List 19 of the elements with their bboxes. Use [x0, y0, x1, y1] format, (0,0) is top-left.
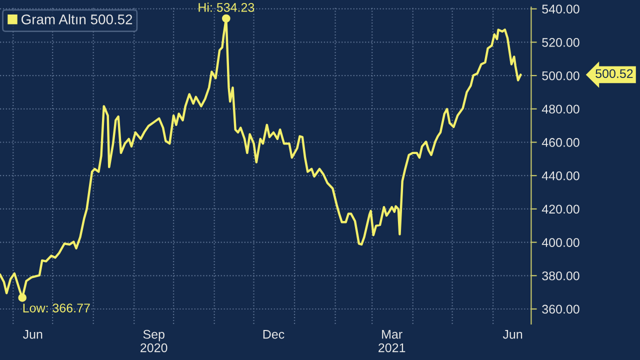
y-tick-label: 520.00 [542, 38, 580, 47]
x-tick-label: Dec [263, 330, 284, 339]
x-tick-label: Jun [22, 330, 42, 339]
y-tick-label: 540.00 [542, 4, 580, 14]
y-tick-label: 420.00 [542, 204, 580, 214]
y-tick-label: 380.00 [542, 271, 580, 280]
x-tick-label: Sep 2020 [140, 330, 168, 352]
annotation: Low: 366.77 [23, 304, 90, 312]
y-tick-label: 440.00 [542, 171, 580, 180]
x-tick-label: Jun [502, 330, 522, 339]
y-tick-label: 460.00 [542, 138, 580, 147]
legend-label: Gram Altın 500.52 [22, 14, 132, 24]
y-tick-label: 400.00 [542, 238, 580, 247]
annotation: Hi: 534.23 [198, 2, 254, 12]
y-tick-label: 500.00 [542, 71, 580, 80]
y-tick-label: 480.00 [542, 104, 580, 114]
y-tick-label: 360.00 [542, 304, 580, 314]
x-tick-label: Mar 2021 [378, 330, 406, 352]
text: 500.52 [596, 69, 633, 78]
